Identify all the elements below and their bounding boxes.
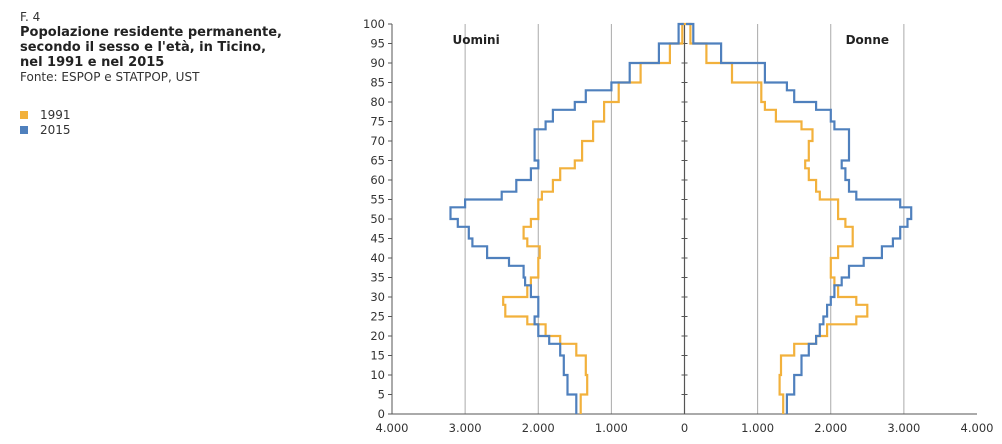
figure-title-line-1: Popolazione residente permanente, — [20, 25, 282, 40]
x-tick-label-7: 3.000 — [887, 421, 920, 435]
figure-info: F. 4 Popolazione residente permanente, s… — [20, 10, 340, 137]
x-tick-label-8: 4.000 — [961, 421, 994, 435]
y-tick-label-30: 30 — [370, 290, 385, 304]
y-tick-label-55: 55 — [370, 193, 385, 207]
y-tick-label-95: 95 — [370, 37, 385, 51]
legend: 1991 2015 — [20, 107, 340, 137]
x-tick-label-4: 0 — [681, 421, 688, 435]
y-tick-label-90: 90 — [370, 56, 385, 70]
y-tick-label-40: 40 — [370, 251, 385, 265]
y-tick-label-85: 85 — [370, 76, 385, 90]
y-tick-label-20: 20 — [370, 329, 385, 343]
y-tick-label-35: 35 — [370, 271, 385, 285]
x-tick-label-2: 2.000 — [522, 421, 555, 435]
legend-item-1991: 1991 — [20, 107, 340, 122]
x-tick-label-6: 2.000 — [814, 421, 847, 435]
y-tick-label-15: 15 — [370, 349, 385, 363]
y-tick-label-50: 50 — [370, 212, 385, 226]
y-tick-label-5: 5 — [378, 388, 385, 402]
legend-swatch-2015 — [20, 125, 28, 134]
panel-label-donne: Donne — [846, 33, 889, 47]
y-tick-label-25: 25 — [370, 310, 385, 324]
x-tick-label-0: 4.000 — [376, 421, 409, 435]
figure-title-line-2: secondo il sesso e l'età, in Ticino, — [20, 40, 267, 55]
y-tick-label-65: 65 — [370, 154, 385, 168]
series-2015-donne — [686, 22, 913, 414]
series-1991-donne — [684, 22, 869, 414]
y-tick-label-100: 100 — [363, 17, 385, 31]
x-tick-label-3: 1.000 — [595, 421, 628, 435]
panel-label-uomini: Uomini — [452, 33, 499, 47]
y-tick-label-70: 70 — [370, 134, 385, 148]
y-tick-label-0: 0 — [378, 407, 385, 421]
y-tick-label-80: 80 — [370, 95, 385, 109]
population-pyramid-chart: 0 5 10 15 20 25 30 35 40 45 50 55 60 65 70 75 80 85 90 95 10… — [363, 17, 994, 435]
legend-label-2015: 2015 — [40, 122, 71, 137]
figure-source: Fonte: ESPOP e STATPOP, UST — [20, 70, 200, 84]
legend-item-2015: 2015 — [20, 122, 340, 137]
y-tick-label-45: 45 — [370, 232, 385, 246]
x-tick-label-5: 1.000 — [741, 421, 774, 435]
y-tick-label-60: 60 — [370, 173, 385, 187]
x-tick-label-1: 3.000 — [449, 421, 482, 435]
y-tick-label-75: 75 — [370, 115, 385, 129]
legend-swatch-1991 — [20, 110, 28, 119]
figure-title-line-3: nel 1991 e nel 2015 — [20, 55, 165, 70]
y-tick-label-10: 10 — [370, 368, 385, 382]
figure-label: F. 4 — [20, 10, 41, 24]
legend-label-1991: 1991 — [40, 107, 71, 122]
series-1991-uomini — [502, 22, 685, 414]
series-2015-uomini — [449, 22, 684, 414]
